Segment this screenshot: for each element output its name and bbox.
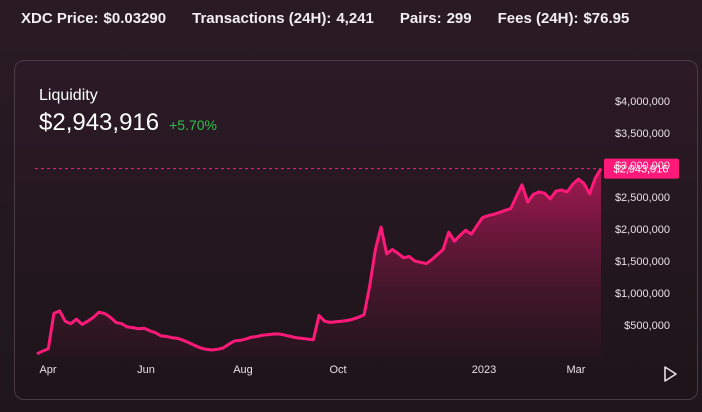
stat-label: Fees (24H): [497,10,579,27]
liquidity-value: $2,943,916 [39,109,160,136]
x-tick-label: 2023 [472,364,496,376]
x-tick-label: Aug [233,364,253,376]
y-tick-label: $1,000,000 [615,288,670,300]
stat-transactions: Transactions (24H): 4,241 [192,10,374,30]
y-tick-label: $1,500,000 [615,256,670,268]
x-tick-label: Jun [137,364,155,376]
stat-value: 4,241 [336,10,374,27]
y-tick-label: $3,500,000 [615,128,670,140]
y-tick-label: $3,000,000 [615,160,670,172]
stat-label: Transactions (24H): [192,10,332,27]
liquidity-chart[interactable]: $2,943,916 $500,000 $1,000,000 $1,500,000 $2… [15,61,698,400]
x-tick-label: Apr [39,364,56,376]
value-row: $2,943,916 +5.70% [39,109,217,137]
stat-label: XDC Price: [21,10,99,27]
current-value-label: $2,943,916 [613,164,668,176]
card-title: Liquidity [39,87,98,104]
stats-bar: XDC Price: $0.03290 Transactions (24H): … [21,10,629,30]
series-line [36,167,603,356]
stat-value: 299 [446,10,472,27]
stat-fees: Fees (24H): $76.95 [498,10,630,30]
play-icon[interactable] [661,365,679,383]
x-tick-label: Oct [329,364,346,376]
stat-value: $0.03290 [103,10,167,27]
current-value-badge [604,158,679,179]
stat-label: Pairs: [399,10,442,27]
stat-pairs: Pairs: 299 [400,10,472,30]
y-tick-label: $4,000,000 [615,96,670,108]
liquidity-card: $2,943,916 $500,000 $1,000,000 $1,500,000 $2… [14,60,698,400]
y-tick-label: $2,500,000 [615,192,670,204]
stat-value: $76.95 [583,10,630,27]
change-percent: +5.70% [169,117,217,133]
y-tick-label: $500,000 [624,320,670,332]
area-fill [37,168,601,357]
x-tick-label: Mar [567,364,586,376]
y-tick-label: $2,000,000 [615,224,670,236]
stat-xdc-price: XDC Price: $0.03290 [21,10,166,30]
